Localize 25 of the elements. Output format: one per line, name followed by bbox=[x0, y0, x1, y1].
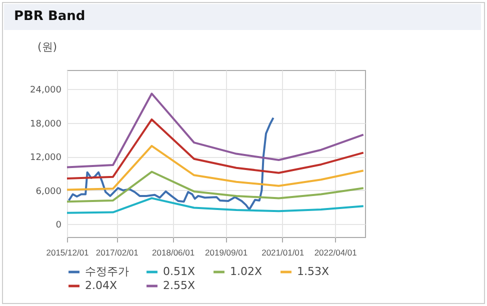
line-series bbox=[66, 144, 364, 191]
x-tick-label: 2022/04/01 bbox=[314, 248, 358, 258]
line-series bbox=[66, 170, 364, 203]
y-tick-label: 24,000 bbox=[30, 86, 62, 96]
x-tick-label: 2018/06/01 bbox=[152, 248, 195, 258]
legend-label: 0.51X bbox=[163, 265, 196, 278]
line-series bbox=[66, 197, 364, 214]
y-tick-label: 18,000 bbox=[30, 119, 62, 130]
legend-label: 1.02X bbox=[230, 265, 262, 278]
x-tick-label: 2021/01/01 bbox=[262, 248, 304, 258]
x-tick-label: 2019/09/01 bbox=[205, 248, 248, 258]
y-tick-label: 0 bbox=[56, 220, 62, 231]
legend-label: 2.55X bbox=[163, 279, 196, 292]
x-tick-label: 2015/12/01 bbox=[46, 248, 90, 258]
legend-label: 2.04X bbox=[85, 279, 118, 292]
line-series bbox=[66, 92, 364, 168]
x-tick-label: 2017/02/01 bbox=[96, 248, 139, 258]
legend-label: 1.53X bbox=[297, 265, 330, 278]
y-tick-label: 12,000 bbox=[30, 153, 62, 164]
chart-title: PBR Band bbox=[4, 4, 481, 29]
y-tick-label: 6,000 bbox=[36, 186, 62, 197]
legend-label: 수정주가 bbox=[85, 265, 129, 278]
line-series bbox=[68, 116, 274, 210]
y-axis-title: (원) bbox=[38, 40, 58, 54]
line-series bbox=[66, 118, 364, 180]
